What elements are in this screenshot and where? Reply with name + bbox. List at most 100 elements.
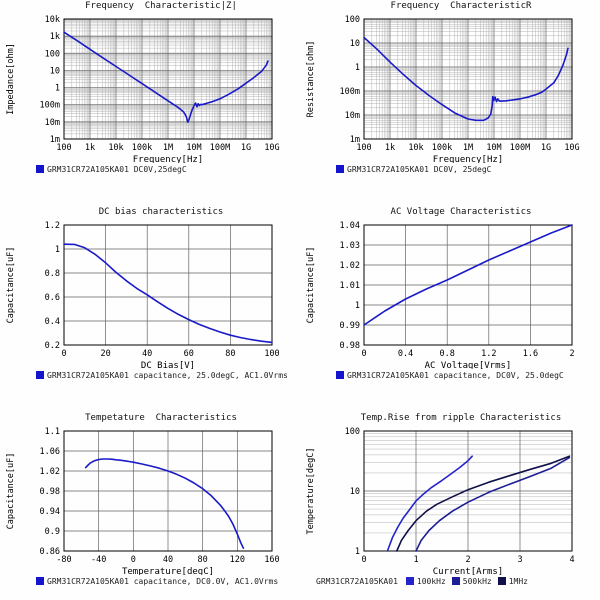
chart-legend: GRM31CR72A105KA01 DC0V,25degC [0,163,300,175]
svg-text:4: 4 [569,555,574,565]
y-axis-label: Capacitance[uF] [6,247,16,324]
y-axis-label: Capacitance[uF] [306,247,316,324]
svg-text:0.99: 0.99 [340,321,360,331]
svg-text:100k: 100k [432,143,452,153]
svg-text:-80: -80 [56,555,71,565]
legend-label: GRM31CR72A105KA01 capacitance, DC0.0V, A… [47,576,279,586]
svg-text:1.6: 1.6 [523,349,538,359]
svg-text:2: 2 [465,555,470,565]
chart-panel-resistance: Frequency CharacteristicR 100 1k 10k 100k 1M… [300,0,600,198]
svg-text:100M: 100M [510,143,530,153]
svg-text:10m: 10m [345,111,360,121]
y-axis-label: Temperature[degC] [306,448,316,535]
svg-text:1.2: 1.2 [45,221,60,231]
svg-text:0.98: 0.98 [40,487,60,497]
svg-text:0: 0 [361,555,366,565]
x-axis-label: Frequency[Hz] [133,155,203,163]
plot-area: 0 20 40 60 80 100 1.2 1 0.8 0.6 0.4 0.2 DC Bias[V] Ca… [0,219,300,369]
legend-swatch [36,371,44,379]
chart-title: Temp.Rise from ripple Characteristics [360,413,562,423]
series-capacitance [84,458,245,549]
chart-title: AC Voltage Characteristics [390,207,532,217]
plot-area: 0 1 2 3 4 100 10 1 Current[Arms] Temperature[degC… [300,425,600,575]
svg-text:10G: 10G [264,143,279,153]
svg-text:1M: 1M [163,143,173,153]
svg-text:10m: 10m [45,118,60,128]
svg-text:1: 1 [55,84,60,94]
series-1MHz [396,455,571,552]
svg-text:0.8: 0.8 [45,269,60,279]
svg-text:10k: 10k [108,143,123,153]
svg-text:0: 0 [131,555,136,565]
x-axis-label: AC Voltage[Vrms] [425,361,512,369]
svg-text:1G: 1G [241,143,251,153]
chart-legend: GRM31CR72A105KA01 DC0V, 25degC [300,163,600,175]
svg-text:1k: 1k [85,143,95,153]
svg-text:1.01: 1.01 [340,281,360,291]
legend-swatch [36,577,44,585]
legend-label: GRM31CR72A105KA01 DC0V, 25degC [347,164,492,174]
legend-prefix: GRM31CR72A105KA01 [316,576,398,586]
svg-text:1: 1 [355,63,360,73]
series-capacitance [63,243,273,344]
svg-text:0.86: 0.86 [40,547,60,557]
legend-label: 1MHz [508,576,528,586]
chart-legend: GRM31CR72A105KA01 100kHz 500kHz 1MHz [300,575,600,587]
y-axis-label: Resistance[ohm] [306,41,316,118]
x-axis-label: Temperature[degC] [122,567,214,575]
plot-area: -80 -40 0 40 80 120 160 1.1 1.06 1.02 0.98 0.94 0.9 0… [0,425,300,575]
plot-area: 100 1k 10k 100k 1M 10M 100M 1G 10G 10k 1k 100 10 1 100… [0,13,300,163]
svg-text:100: 100 [264,349,279,359]
svg-text:10: 10 [50,66,60,76]
svg-text:1.02: 1.02 [340,261,360,271]
svg-text:0.4: 0.4 [45,317,60,327]
svg-text:1k: 1k [385,143,395,153]
series-resistance [363,36,569,122]
svg-text:2: 2 [569,349,574,359]
svg-text:1.06: 1.06 [40,447,60,457]
legend-label: GRM31CR72A105KA01 capacitance, 25.0degC,… [47,370,288,380]
chart-title: DC bias characteristics [98,207,224,217]
svg-text:120: 120 [230,555,245,565]
svg-text:1.04: 1.04 [340,221,360,231]
chart-panel-dc-bias: DC bias characteristics 0 20 40 60 80 100 1.2 1… [0,206,300,404]
svg-text:1G: 1G [541,143,551,153]
svg-text:100m: 100m [340,87,360,97]
svg-text:1m: 1m [50,135,60,145]
chart-panel-impedance: Frequency Characteristic|Z| 100 1k 10k 100k… [0,0,300,198]
svg-text:0.9: 0.9 [45,527,60,537]
svg-text:1M: 1M [463,143,473,153]
svg-text:10k: 10k [45,15,60,25]
svg-text:1: 1 [55,245,60,255]
svg-text:10M: 10M [486,143,501,153]
series-capacitance [363,224,573,326]
legend-swatch [336,371,344,379]
svg-text:10G: 10G [564,143,579,153]
chart-legend: GRM31CR72A105KA01 capacitance, DC0V, 25.… [300,369,600,381]
svg-text:1.2: 1.2 [481,349,496,359]
legend-swatch [405,577,414,585]
svg-text:1: 1 [355,547,360,557]
svg-text:100: 100 [345,427,360,437]
chart-legend: GRM31CR72A105KA01 capacitance, DC0.0V, A… [0,575,300,587]
legend-swatch [451,577,460,585]
legend-label: 100kHz [416,576,446,586]
svg-text:100M: 100M [210,143,230,153]
svg-text:0.98: 0.98 [340,341,360,351]
svg-text:100: 100 [356,143,371,153]
chart-title: Tempetature Characteristics [85,413,237,423]
chart-title: Frequency CharacteristicR [390,1,532,11]
legend-swatch [36,165,44,173]
svg-text:100: 100 [345,15,360,25]
chart-legend: GRM31CR72A105KA01 capacitance, 25.0degC,… [0,369,300,381]
svg-text:10: 10 [350,39,360,49]
legend-swatch [336,165,344,173]
svg-text:40: 40 [163,555,173,565]
series-impedance [63,31,269,123]
svg-text:20: 20 [100,349,110,359]
svg-text:40: 40 [142,349,152,359]
svg-text:1.1: 1.1 [45,427,60,437]
x-axis-label: Current[Arms] [433,567,503,575]
plot-area: 100 1k 10k 100k 1M 10M 100M 1G 10G 100 10 1 100m 10m 1… [300,13,600,163]
